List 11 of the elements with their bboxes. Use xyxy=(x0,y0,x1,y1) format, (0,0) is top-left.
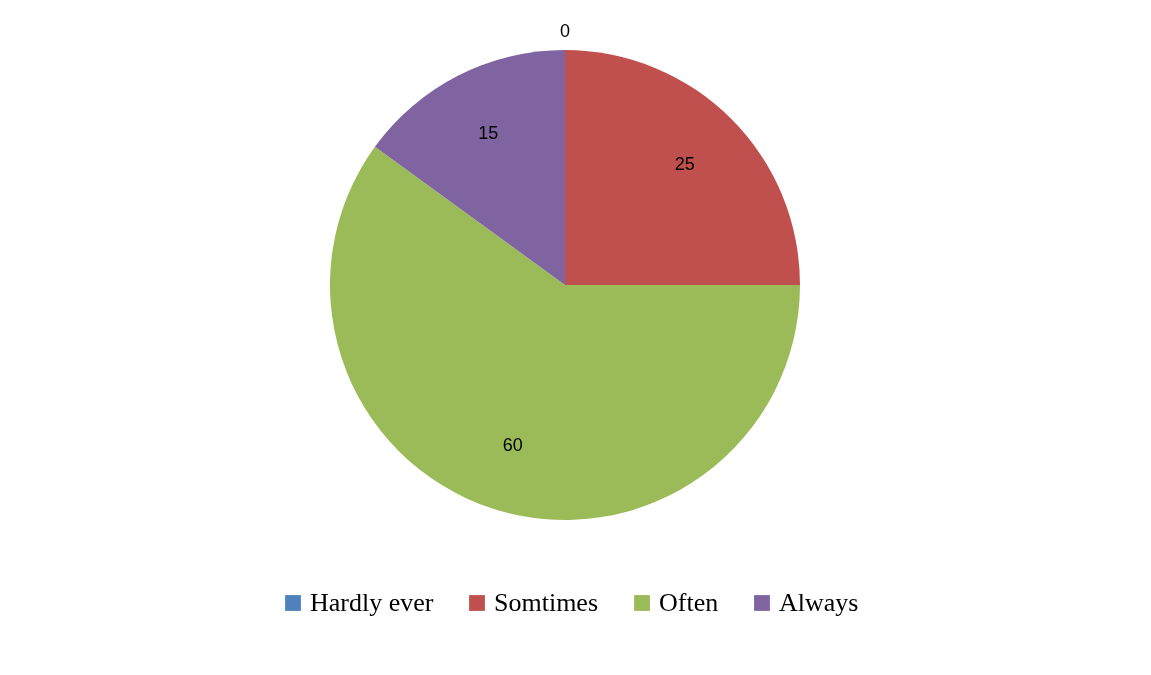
pie-slice xyxy=(565,50,800,285)
legend-label: Hardly ever xyxy=(310,588,434,617)
legend-label: Always xyxy=(779,588,859,617)
data-label: 15 xyxy=(478,123,499,144)
text: 0 xyxy=(559,21,571,41)
legend-label: Often xyxy=(659,588,719,617)
data-label: 25 xyxy=(674,154,695,175)
pie-slice xyxy=(374,50,565,285)
data-label: 60 xyxy=(502,434,523,455)
pie-slice xyxy=(330,146,800,520)
legend-label: Somtimes xyxy=(494,588,599,617)
